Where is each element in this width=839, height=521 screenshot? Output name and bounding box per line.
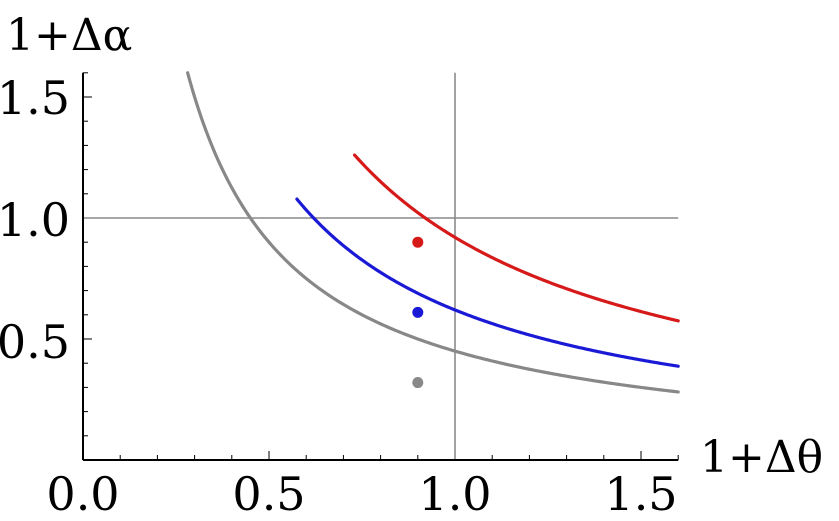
x-axis-label: 1+Δθ [700, 432, 823, 483]
y-axis-label: 1+Δα [6, 10, 132, 61]
x-tick-label-1: 0.5 [232, 467, 305, 521]
data-point-2 [412, 377, 424, 389]
x-tick-label-2: 1.0 [418, 467, 491, 521]
y-tick-label-2: 1.5 [0, 71, 70, 125]
reference-lines [83, 72, 679, 460]
ticks-layer [82, 72, 679, 461]
series-line-2 [352, 153, 680, 323]
series-line-1 [295, 197, 680, 368]
y-tick-label-0: 0.5 [0, 315, 70, 369]
y-tick-label-1: 1.0 [0, 193, 70, 247]
series-line-0 [186, 71, 680, 394]
curves [186, 71, 680, 394]
data-point-0 [412, 236, 424, 248]
x-tick-label-3: 1.5 [604, 467, 677, 521]
axes [82, 72, 679, 461]
data-point-1 [412, 306, 424, 318]
points [412, 236, 424, 389]
x-tick-label-0: 0.0 [46, 467, 119, 521]
